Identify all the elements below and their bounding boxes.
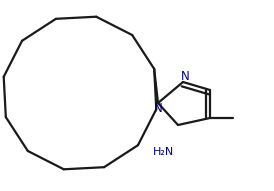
Text: N: N bbox=[181, 70, 189, 83]
Text: H₂N: H₂N bbox=[152, 147, 174, 157]
Text: N: N bbox=[154, 101, 162, 114]
